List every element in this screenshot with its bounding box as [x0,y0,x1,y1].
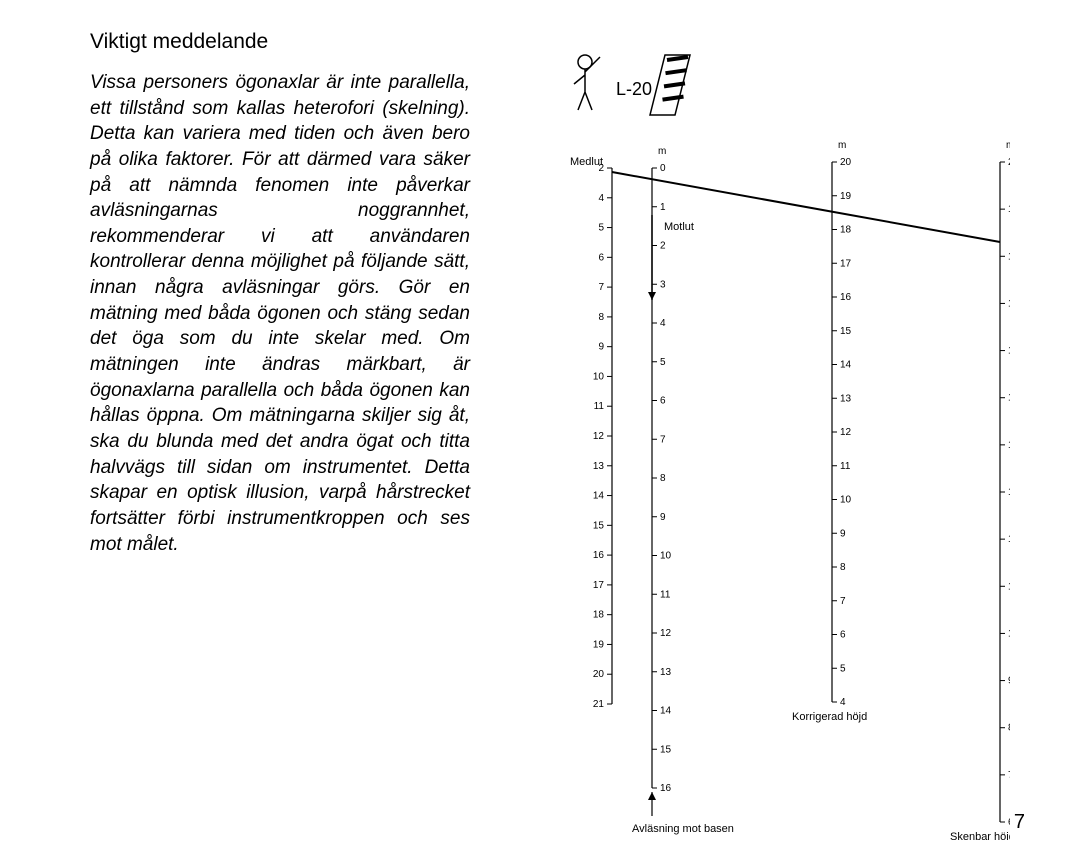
svg-text:3: 3 [660,279,666,290]
svg-text:10: 10 [1008,628,1010,639]
svg-text:Avläsning mot basen: Avläsning mot basen [632,823,734,835]
svg-text:16: 16 [1008,346,1010,357]
svg-text:Medlut: Medlut [570,156,603,168]
svg-text:m: m [838,140,846,151]
svg-text:15: 15 [1008,393,1010,404]
svg-text:11: 11 [660,589,671,600]
svg-text:14: 14 [593,491,605,502]
svg-text:10: 10 [660,551,672,562]
heading: Viktigt meddelande [90,30,268,54]
svg-text:14: 14 [840,360,852,371]
svg-text:9: 9 [840,528,846,539]
svg-text:Skenbar höjd: Skenbar höjd [950,831,1010,840]
nomogram-diagram: L-20245678910111213141516171819202101234… [570,50,1010,840]
svg-text:18: 18 [840,225,852,236]
svg-text:5: 5 [660,357,666,368]
svg-text:17: 17 [593,580,605,591]
svg-text:13: 13 [840,393,852,404]
svg-text:Motlut: Motlut [664,221,694,233]
svg-text:L-20: L-20 [616,79,652,99]
page-number: 7 [1014,811,1025,834]
svg-text:m: m [658,146,666,157]
svg-text:15: 15 [593,520,605,531]
svg-text:2: 2 [660,241,666,252]
svg-text:7: 7 [598,282,604,293]
svg-text:7: 7 [660,434,666,445]
svg-text:6: 6 [598,252,604,263]
svg-text:21: 21 [593,699,605,710]
svg-text:18: 18 [593,610,605,621]
svg-text:7: 7 [1008,770,1010,781]
svg-text:5: 5 [598,223,604,234]
svg-text:19: 19 [1008,204,1010,215]
svg-text:14: 14 [1008,440,1010,451]
svg-text:8: 8 [660,473,666,484]
svg-text:15: 15 [660,744,672,755]
svg-text:5: 5 [840,663,846,674]
svg-text:7: 7 [840,596,846,607]
svg-text:15: 15 [840,326,852,337]
svg-text:12: 12 [593,431,605,442]
svg-text:20: 20 [1008,157,1010,168]
svg-text:19: 19 [840,191,852,202]
svg-text:13: 13 [660,667,672,678]
svg-text:0: 0 [660,163,666,174]
svg-text:13: 13 [593,461,605,472]
svg-text:18: 18 [1008,251,1010,262]
svg-text:9: 9 [660,512,666,523]
svg-text:1: 1 [660,202,666,213]
svg-text:Korrigerad höjd: Korrigerad höjd [792,711,867,723]
svg-text:6: 6 [1008,817,1010,828]
svg-text:16: 16 [660,783,672,794]
svg-text:20: 20 [840,157,852,168]
svg-text:8: 8 [840,562,846,573]
svg-text:9: 9 [1008,676,1010,687]
body-paragraph: Vissa personers ögonaxlar är inte parall… [90,70,470,557]
svg-text:m: m [1006,140,1010,151]
svg-text:4: 4 [660,318,666,329]
svg-text:8: 8 [598,312,604,323]
svg-text:11: 11 [1008,581,1010,592]
svg-text:9: 9 [598,342,604,353]
svg-text:11: 11 [840,461,851,472]
svg-text:10: 10 [593,371,605,382]
svg-text:8: 8 [1008,723,1010,734]
svg-text:10: 10 [840,495,852,506]
svg-text:11: 11 [594,401,605,412]
svg-text:16: 16 [840,292,852,303]
svg-text:12: 12 [660,628,672,639]
page: Viktigt meddelande Vissa personers ögona… [0,0,1080,854]
svg-text:17: 17 [840,258,852,269]
svg-text:20: 20 [593,669,605,680]
svg-text:19: 19 [593,639,605,650]
svg-text:12: 12 [1008,534,1010,545]
svg-text:4: 4 [840,697,846,708]
svg-text:6: 6 [840,630,846,641]
svg-text:13: 13 [1008,487,1010,498]
svg-text:17: 17 [1008,298,1010,309]
svg-text:4: 4 [598,193,604,204]
svg-text:14: 14 [660,706,672,717]
svg-text:16: 16 [593,550,605,561]
svg-text:6: 6 [660,396,666,407]
svg-text:12: 12 [840,427,852,438]
